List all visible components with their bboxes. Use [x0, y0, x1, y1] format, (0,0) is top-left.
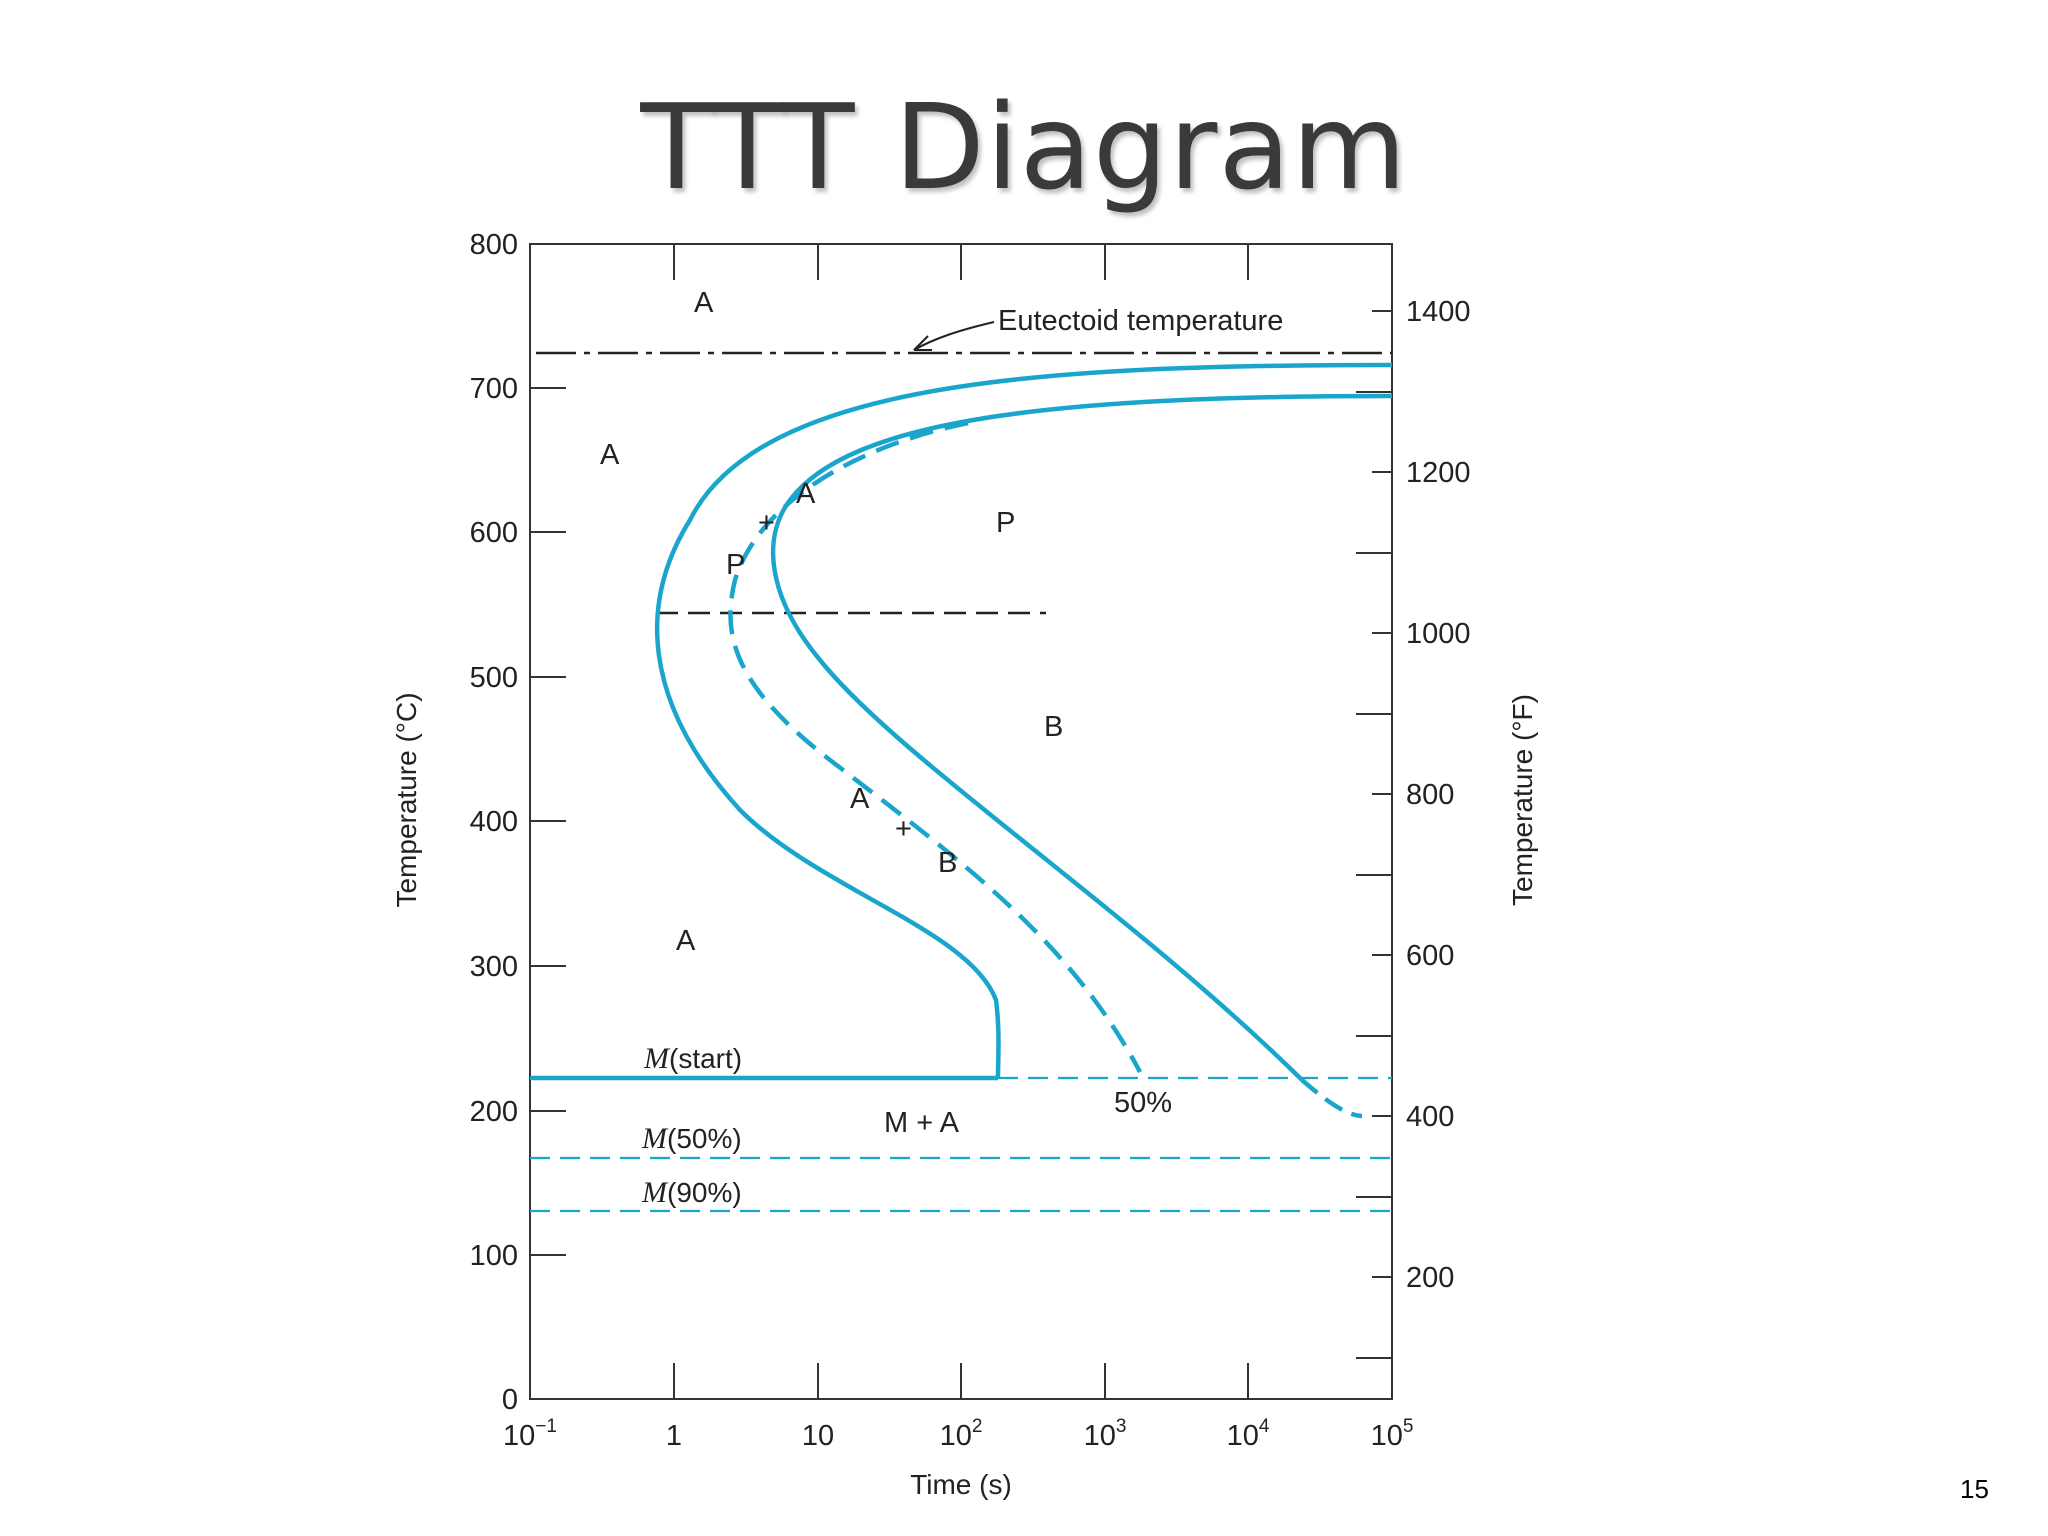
plot-frame — [529, 243, 1393, 1400]
left-tick-label: 200 — [470, 1096, 518, 1128]
region-label-a-plus: A — [796, 478, 816, 510]
right-tick-label: 200 — [1406, 1262, 1454, 1294]
region-label-a-low: A — [676, 925, 696, 957]
left-tick-label: 800 — [470, 229, 518, 261]
x-tick-label: 10−1 — [503, 1416, 557, 1452]
region-label-m-plus-a: M + A — [884, 1107, 960, 1139]
eutectoid-label: Eutectoid temperature — [998, 305, 1283, 337]
region-label-a-top: A — [694, 287, 714, 319]
right-axis-tick-labels: 200 400 600 800 1000 1200 1400 — [1406, 296, 1471, 1294]
region-label-a-mid: A — [850, 783, 870, 815]
right-tick-label: 800 — [1406, 779, 1454, 811]
left-tick-label: 700 — [470, 373, 518, 405]
left-tick-label: 0 — [502, 1384, 518, 1416]
region-label-plus-upper: + — [758, 507, 775, 539]
right-tick-label: 400 — [1406, 1101, 1454, 1133]
right-tick-label: 1200 — [1406, 457, 1471, 489]
left-tick-label: 100 — [470, 1240, 518, 1272]
region-label-b-right: B — [1044, 711, 1063, 743]
x-axis-ticks — [673, 244, 1249, 1399]
m50-label: M(50%) — [641, 1122, 742, 1155]
region-label-plus-mid: + — [895, 813, 912, 845]
region-label-p-left: P — [726, 549, 745, 581]
fifty-percent-curve — [728, 420, 1142, 1074]
fifty-percent-label: 50% — [1114, 1087, 1172, 1119]
x-tick-label: 104 — [1227, 1416, 1270, 1452]
m-start-label: M(start) — [643, 1042, 742, 1075]
m90-label: M(90%) — [641, 1176, 742, 1209]
right-tick-label: 1400 — [1406, 296, 1471, 328]
y-axis-right-title: Temperature (°F) — [1507, 694, 1538, 906]
page-number: 15 — [1960, 1474, 1989, 1504]
x-axis-tick-labels: 10−1 1 10 102 103 104 105 — [503, 1416, 1413, 1452]
y-axis-left-title: Temperature (°C) — [391, 692, 422, 907]
x-axis-title: Time (s) — [910, 1469, 1012, 1500]
start-curve — [654, 362, 1393, 1079]
finish-curve — [770, 393, 1393, 1082]
right-tick-label: 600 — [1406, 940, 1454, 972]
eutectoid-arrowhead — [913, 335, 932, 351]
x-tick-label: 10 — [802, 1420, 834, 1452]
left-axis-tick-labels: 0 100 200 300 400 500 600 700 800 — [470, 229, 518, 1416]
left-tick-label: 400 — [470, 806, 518, 838]
finish-curve-dashed-extension — [1300, 1078, 1363, 1119]
right-axis-ticks — [1356, 310, 1392, 1359]
x-tick-label: 103 — [1084, 1416, 1127, 1452]
right-tick-label: 1000 — [1406, 618, 1471, 650]
left-axis-ticks — [530, 243, 566, 1400]
x-tick-label: 105 — [1371, 1416, 1414, 1452]
x-tick-label: 102 — [940, 1416, 983, 1452]
region-label-b-mid: B — [938, 847, 957, 879]
x-tick-label: 1 — [666, 1420, 682, 1452]
left-tick-label: 500 — [470, 662, 518, 694]
left-tick-label: 300 — [470, 951, 518, 983]
eutectoid-leader-arrow — [913, 321, 995, 351]
region-label-p-right: P — [996, 507, 1015, 539]
slide-title: TTT Diagram — [640, 78, 1408, 216]
left-tick-label: 600 — [470, 517, 518, 549]
region-label-a-left: A — [600, 439, 620, 471]
